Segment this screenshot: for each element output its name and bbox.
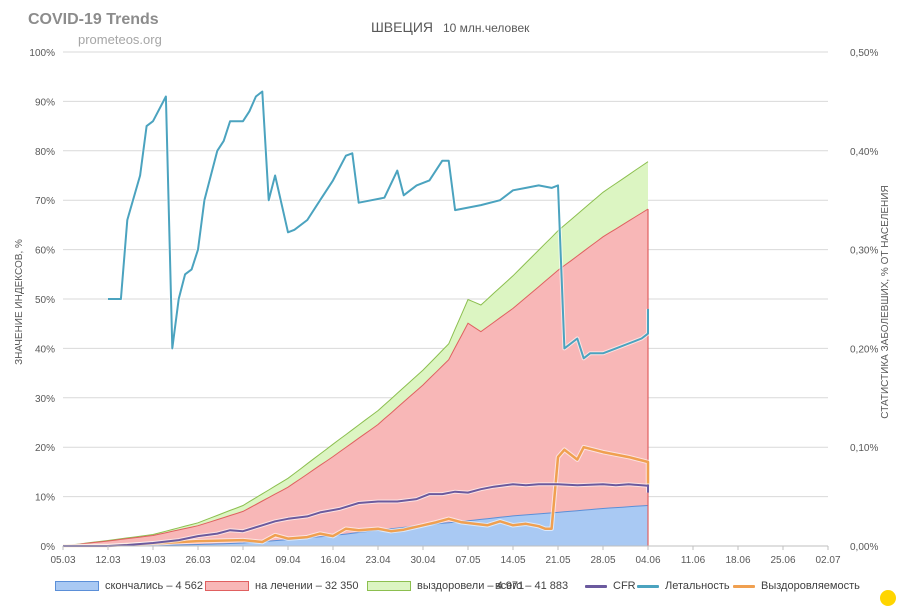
chart-subtitle: 10 млн.человек <box>443 21 530 35</box>
y-left-tick-label: 30% <box>35 394 55 405</box>
x-tick-label: 26.03 <box>185 555 210 566</box>
x-tick-label: 02.04 <box>230 555 255 566</box>
y-right-tick-label: 0,50% <box>850 48 878 59</box>
left-axis-label: ЗНАЧЕНИЕ ИНДЕКСОВ, % <box>14 239 25 365</box>
x-tick-label: 16.04 <box>320 555 345 566</box>
y-left-tick-label: 70% <box>35 196 55 207</box>
right-axis-label: СТАТИСТИКА ЗАБОЛЕВШИХ, % ОТ НАСЕЛЕНИЯ <box>880 185 891 418</box>
legend-swatch-recovered <box>367 581 411 591</box>
legend-swatch-deaths <box>55 581 99 591</box>
x-tick-label: 19.03 <box>140 555 165 566</box>
legend-item-treatment: на лечении – 32 350 <box>205 580 359 592</box>
x-tick-label: 02.07 <box>815 555 840 566</box>
y-left-tick-label: 60% <box>35 246 55 257</box>
legend-item-lethality: Летальность <box>637 580 730 592</box>
x-tick-label: 11.06 <box>681 555 706 566</box>
y-right-tick-label: 0,30% <box>850 246 878 257</box>
status-dot <box>880 590 896 606</box>
chart-title: ШВЕЦИЯ <box>371 19 433 35</box>
legend-item-deaths: скончались – 4 562 <box>55 580 203 592</box>
axes: 0% 10% 20% 30% 40% 50% 60% 70% 80% 90% 100% 0,00% 0,… <box>29 48 878 566</box>
brand: COVID-19 Trends prometeos.org <box>28 11 162 47</box>
x-tick-label: 23.04 <box>365 555 390 566</box>
x-tick-label: 12.03 <box>95 555 120 566</box>
y-left-tick-label: 0% <box>41 542 56 553</box>
legend-label-deaths: скончались – 4 562 <box>105 580 204 592</box>
legend-line-recovery <box>733 584 755 588</box>
legend-line-lethality <box>637 584 659 588</box>
legend-label-lethality: Летальность <box>665 580 730 592</box>
y-left-tick-label: 20% <box>35 443 55 454</box>
y-left-tick-label: 10% <box>35 493 55 504</box>
legend-label-treatment: на лечении – 32 350 <box>255 580 359 592</box>
cfr-line <box>63 483 649 547</box>
deaths-area <box>63 505 648 546</box>
treatment-area <box>63 209 648 546</box>
y-left-tick-label: 40% <box>35 344 55 355</box>
y-right-tick-label: 0,10% <box>850 443 878 454</box>
y-left-tick-label: 80% <box>35 147 55 158</box>
legend-item-recovery: Выздоровляемость <box>733 580 860 592</box>
legend-label-cfr: CFR <box>613 580 636 592</box>
legend-label-recovered: выздоровели – 4 971 <box>417 580 525 592</box>
y-right-tick-label: 0,00% <box>850 542 878 553</box>
x-tick-label: 30.04 <box>410 555 435 566</box>
x-tick-label: 14.05 <box>500 555 525 566</box>
brand-site: prometeos.org <box>78 32 162 47</box>
y-left-tick-label: 50% <box>35 295 55 306</box>
x-tick-label: 28.05 <box>590 555 615 566</box>
x-tick-label: 05.03 <box>50 555 75 566</box>
legend-item-cfr: CFR <box>585 580 636 592</box>
y-right-tick-label: 0,20% <box>850 344 878 355</box>
legend-label-recovery: Выздоровляемость <box>761 580 860 592</box>
x-tick-label: 25.06 <box>770 555 795 566</box>
recovered-edge <box>62 161 649 547</box>
treatment-edge <box>62 208 649 547</box>
legend-item-recovered: выздоровели – 4 971 <box>367 580 524 592</box>
y-left-tick-label: 90% <box>35 97 55 108</box>
x-tick-label: 18.06 <box>725 555 750 566</box>
legend-item-total: всего – 41 883 <box>495 580 568 592</box>
legend-swatch-treatment <box>205 581 249 591</box>
recovery-line <box>63 445 650 548</box>
lethality-line <box>108 90 649 360</box>
index-lines <box>63 89 651 549</box>
y-right-tick-label: 0,40% <box>850 147 878 158</box>
y-left-tick-label: 100% <box>29 48 55 59</box>
legend-line-cfr <box>585 584 607 588</box>
x-tick-label: 07.05 <box>455 555 480 566</box>
x-tick-label: 04.06 <box>635 555 660 566</box>
legend-label-total: всего – 41 883 <box>495 580 569 592</box>
brand-title: COVID-19 Trends <box>28 11 159 28</box>
x-tick-label: 09.04 <box>275 555 300 566</box>
x-tick-label: 21.05 <box>545 555 570 566</box>
